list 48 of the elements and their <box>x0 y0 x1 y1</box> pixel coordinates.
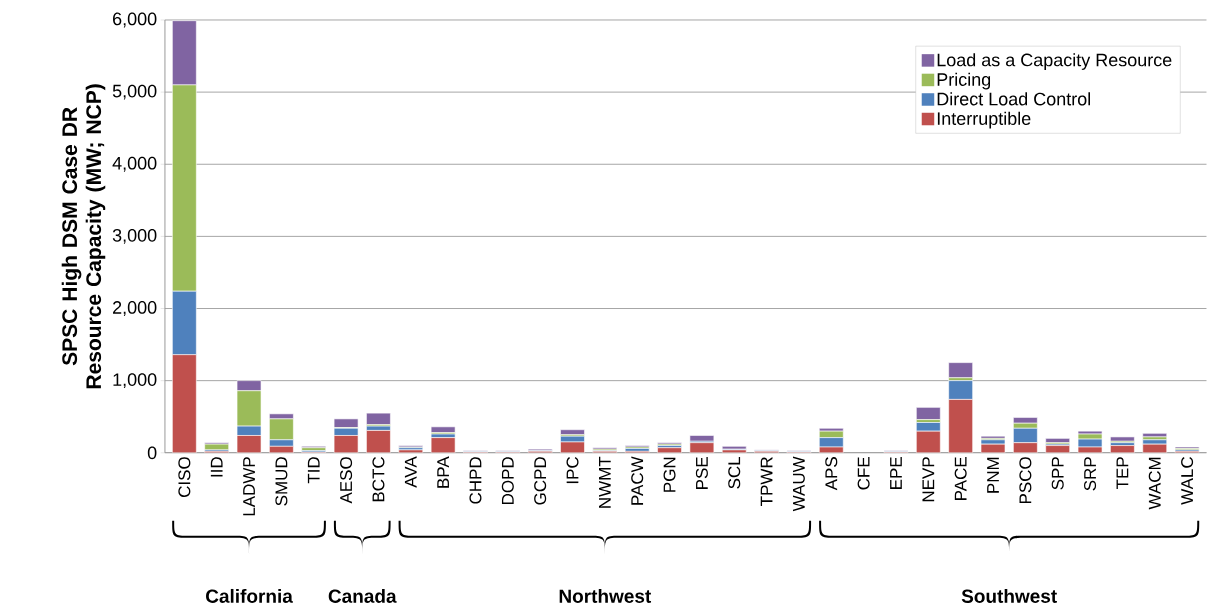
x-tick-label: BPA <box>437 456 449 488</box>
x-tick-label: CHPD <box>469 457 482 504</box>
x-tick-label: WALC <box>1181 457 1194 505</box>
x-tick-label: SRP <box>1084 457 1097 491</box>
y-tick-label: 5,000 <box>112 84 157 100</box>
x-tick-label: IPC <box>566 457 579 484</box>
y-tick-label: 6,000 <box>113 12 157 28</box>
x-tick-label: WAUW <box>793 456 805 512</box>
x-tick-label: AVA <box>404 456 417 488</box>
x-tick-label: PGN <box>663 457 676 492</box>
x-tick-label: AESO <box>340 457 353 504</box>
legend-label: Pricing <box>937 72 991 90</box>
legend-label: Interruptible <box>937 111 1031 129</box>
y-tick-label: 0 <box>147 446 157 460</box>
x-tick-label: PSE <box>695 457 708 490</box>
x-tick-label: TPWR <box>760 457 773 507</box>
x-tick-label: CFE <box>857 457 870 490</box>
text: Canada <box>328 589 397 604</box>
y-tick-label: 1,000 <box>113 373 157 389</box>
legend-label: Direct Load Control <box>937 92 1090 106</box>
x-tick-label: SPP <box>1051 457 1064 490</box>
x-tick-label: WACM <box>1148 457 1161 510</box>
x-tick-label: PACW <box>631 456 644 505</box>
y-tick-label: 2,000 <box>113 301 157 317</box>
x-tick-label: SCL <box>728 457 741 489</box>
x-tick-label: GCPD <box>534 457 547 505</box>
x-tick-label: EPE <box>890 457 902 490</box>
text: Northwest <box>559 589 652 604</box>
x-tick-label: PNM <box>987 457 999 493</box>
legend-label: Load as a Capacity Resource <box>937 53 1172 71</box>
x-tick-label: IID <box>210 457 223 477</box>
x-tick-label: SMUD <box>275 457 288 506</box>
y-axis-title: SPSC High DSM Case DR Resource Capacity (MW; NCP) <box>61 84 106 389</box>
x-tick-label: APS <box>825 457 838 491</box>
x-tick-label: TEP <box>1116 457 1129 490</box>
x-tick-label: BCTC <box>372 457 385 502</box>
x-tick-label: NEVP <box>922 457 935 502</box>
x-tick-label: NWMT <box>599 456 611 508</box>
y-tick-label: 3,000 <box>112 229 157 244</box>
x-tick-label: CISO <box>178 457 191 498</box>
x-tick-label: PACE <box>954 457 967 501</box>
x-tick-label: PSCO <box>1019 457 1032 504</box>
x-tick-label: LADWP <box>243 457 255 516</box>
x-tick-label: TID <box>307 457 320 484</box>
x-tick-label: DOPD <box>501 457 514 505</box>
text: Southwest <box>961 589 1057 604</box>
y-tick-label: 4,000 <box>112 156 157 172</box>
text: California <box>206 589 293 604</box>
